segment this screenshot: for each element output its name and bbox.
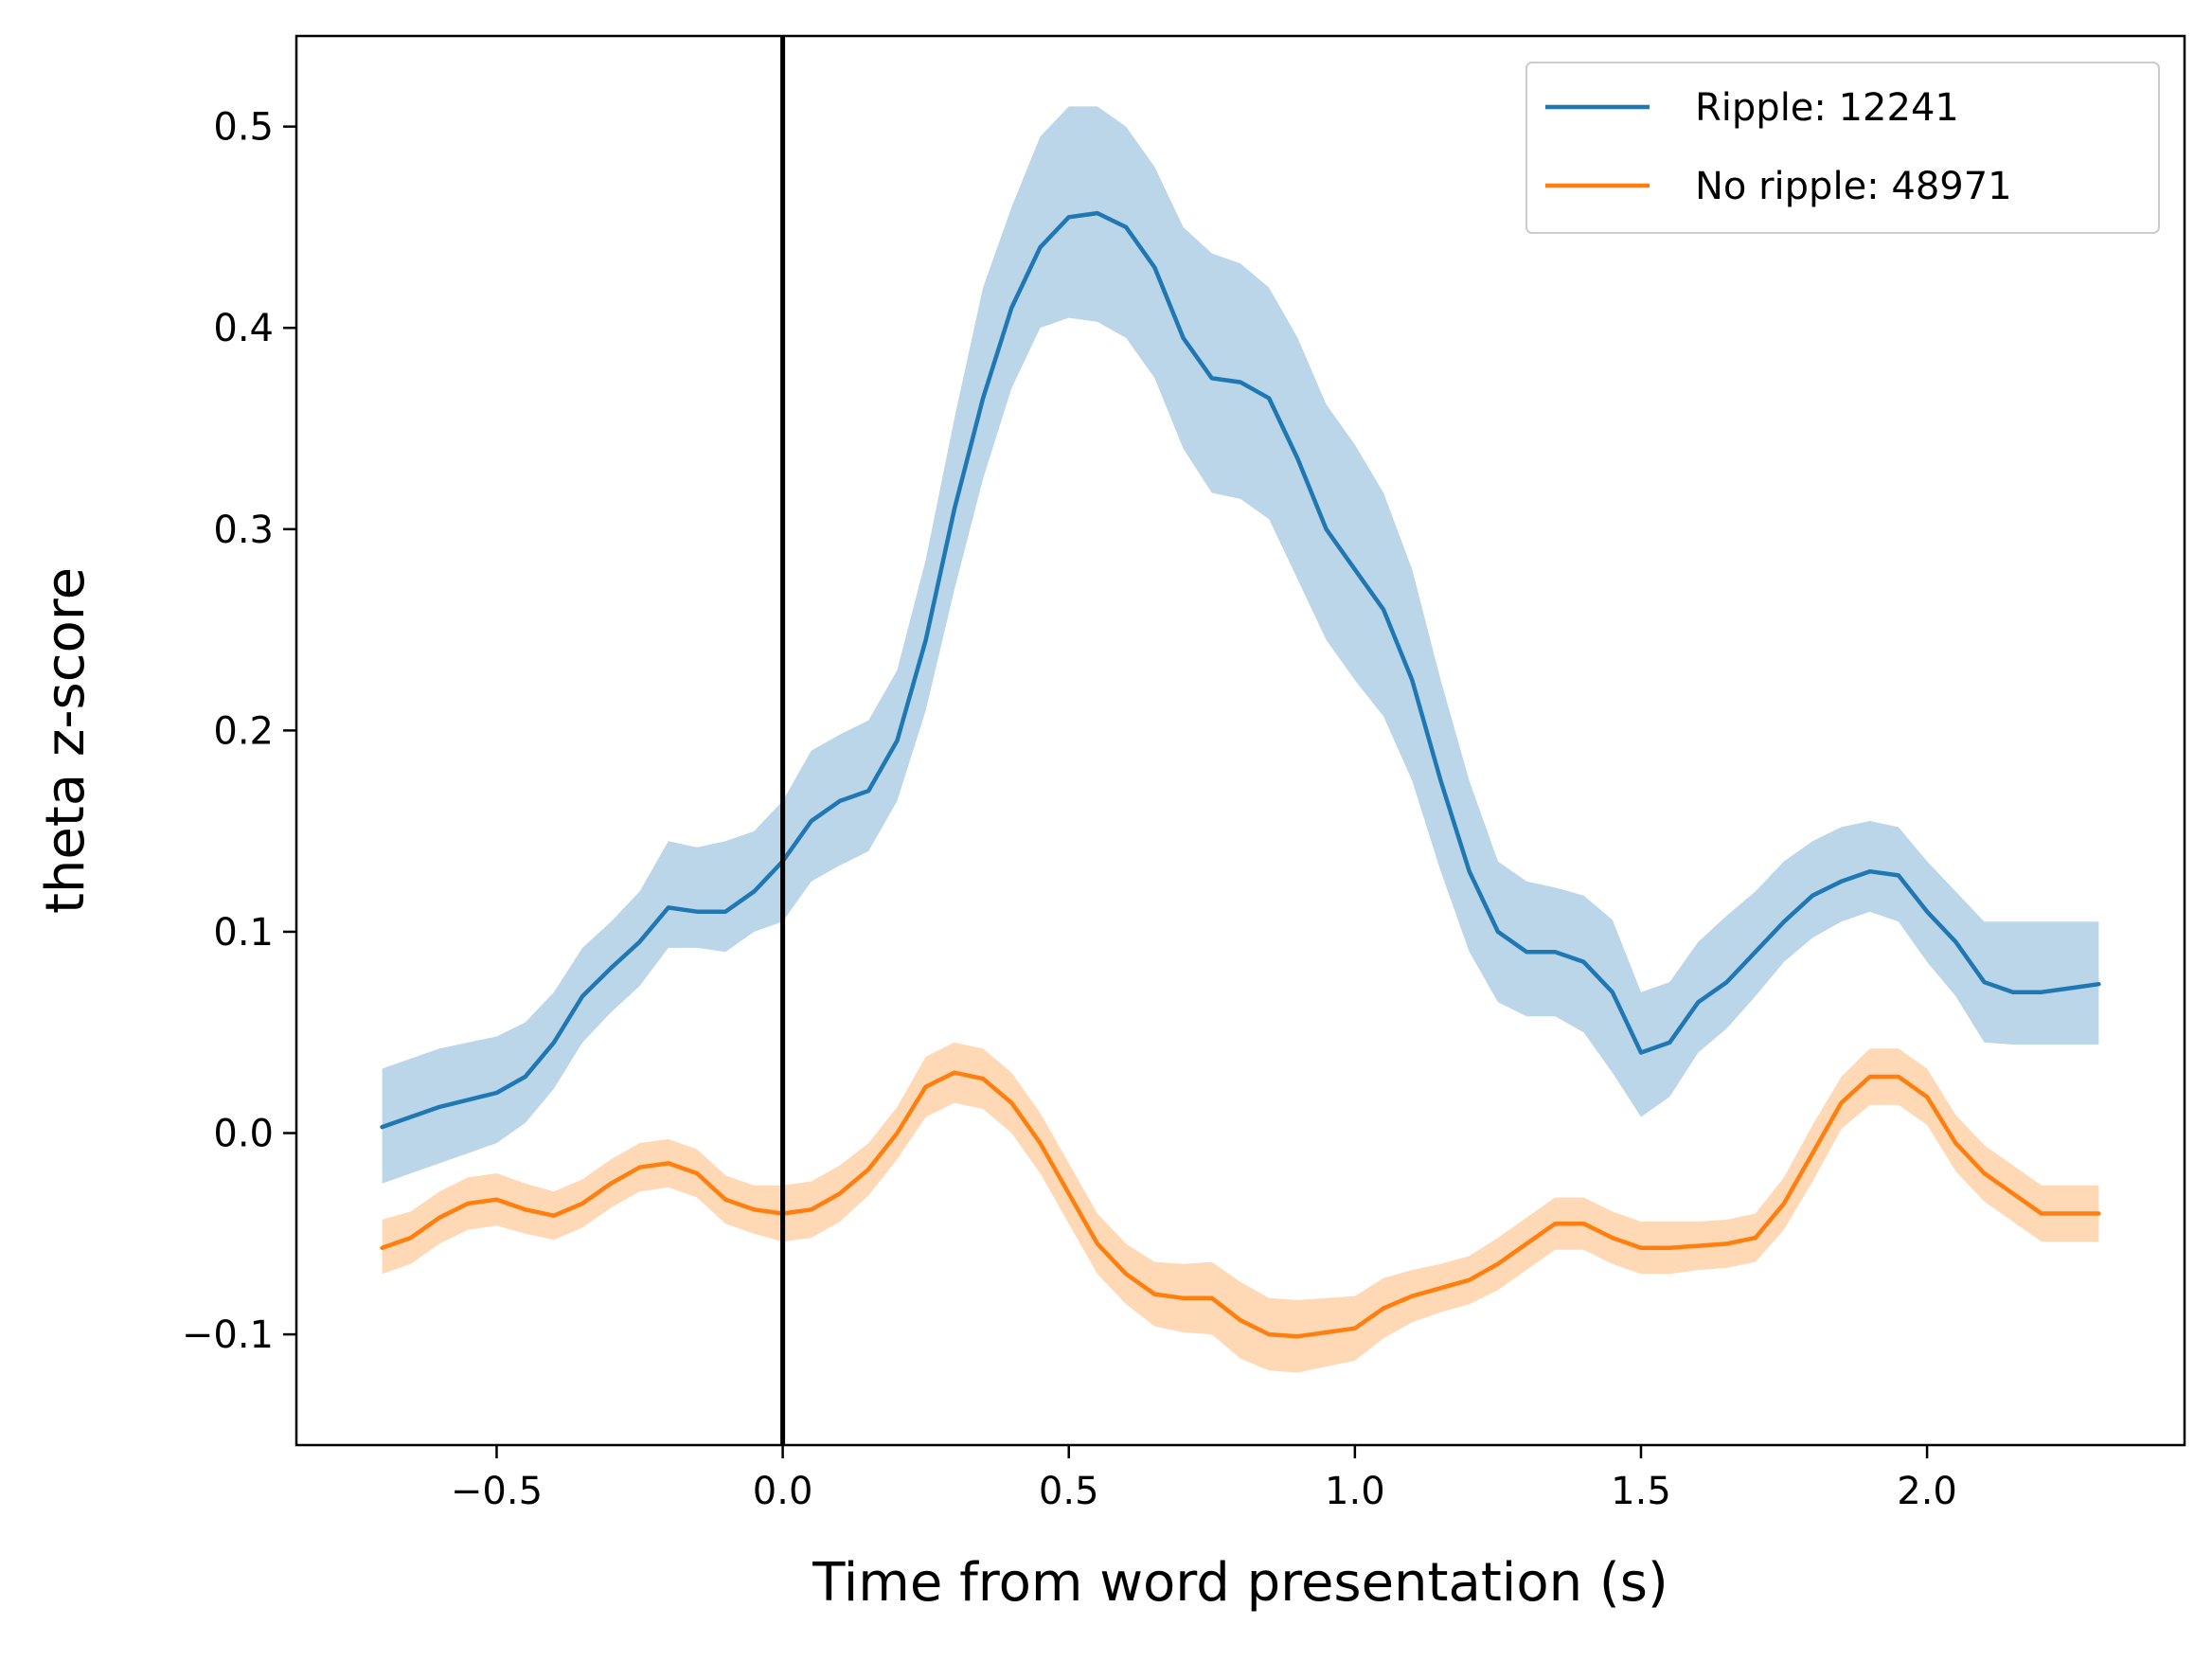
series-line-no-ripple	[380, 1070, 2101, 1339]
y-tick-label: 0.0	[213, 1113, 274, 1156]
legend-box	[1525, 62, 2160, 234]
y-tick-label: 0.4	[213, 307, 274, 350]
x-tick-label: 1.5	[1611, 1470, 1671, 1513]
x-tick-label: 0.0	[753, 1470, 813, 1513]
y-tick-label: 0.3	[213, 509, 274, 552]
x-tick-label: 0.5	[1039, 1470, 1099, 1513]
series-line-ripple	[380, 210, 2101, 1130]
legend-label-ripple: Ripple: 12241	[1695, 86, 1959, 130]
y-tick-label: 0.5	[213, 106, 274, 150]
x-tick-label: −0.5	[451, 1470, 543, 1513]
legend-label-no-ripple: No ripple: 48971	[1695, 165, 2012, 208]
x-tick-label: 2.0	[1897, 1470, 1957, 1513]
x-axis: −0.5 0.0 0.5 1.0 1.5 2.0	[451, 1445, 1957, 1513]
legend: Ripple: 12241 No ripple: 48971	[1525, 62, 2160, 234]
x-axis-title: Time from word presentation (s)	[812, 1552, 1668, 1614]
x-tick-label: 1.0	[1325, 1470, 1385, 1513]
y-tick-label: 0.1	[213, 911, 274, 955]
y-tick-label: −0.1	[182, 1313, 274, 1357]
y-tick-label: 0.2	[213, 709, 274, 753]
axes-frame	[294, 34, 2186, 1447]
confidence-band-ripple	[382, 106, 2099, 1184]
y-axis: −0.1 0.0 0.1 0.2 0.3 0.4 0.5	[182, 106, 296, 1357]
y-axis-title: theta z-score	[35, 567, 97, 914]
plot-area	[380, 36, 2101, 1445]
confidence-band-no-ripple	[382, 1042, 2099, 1373]
